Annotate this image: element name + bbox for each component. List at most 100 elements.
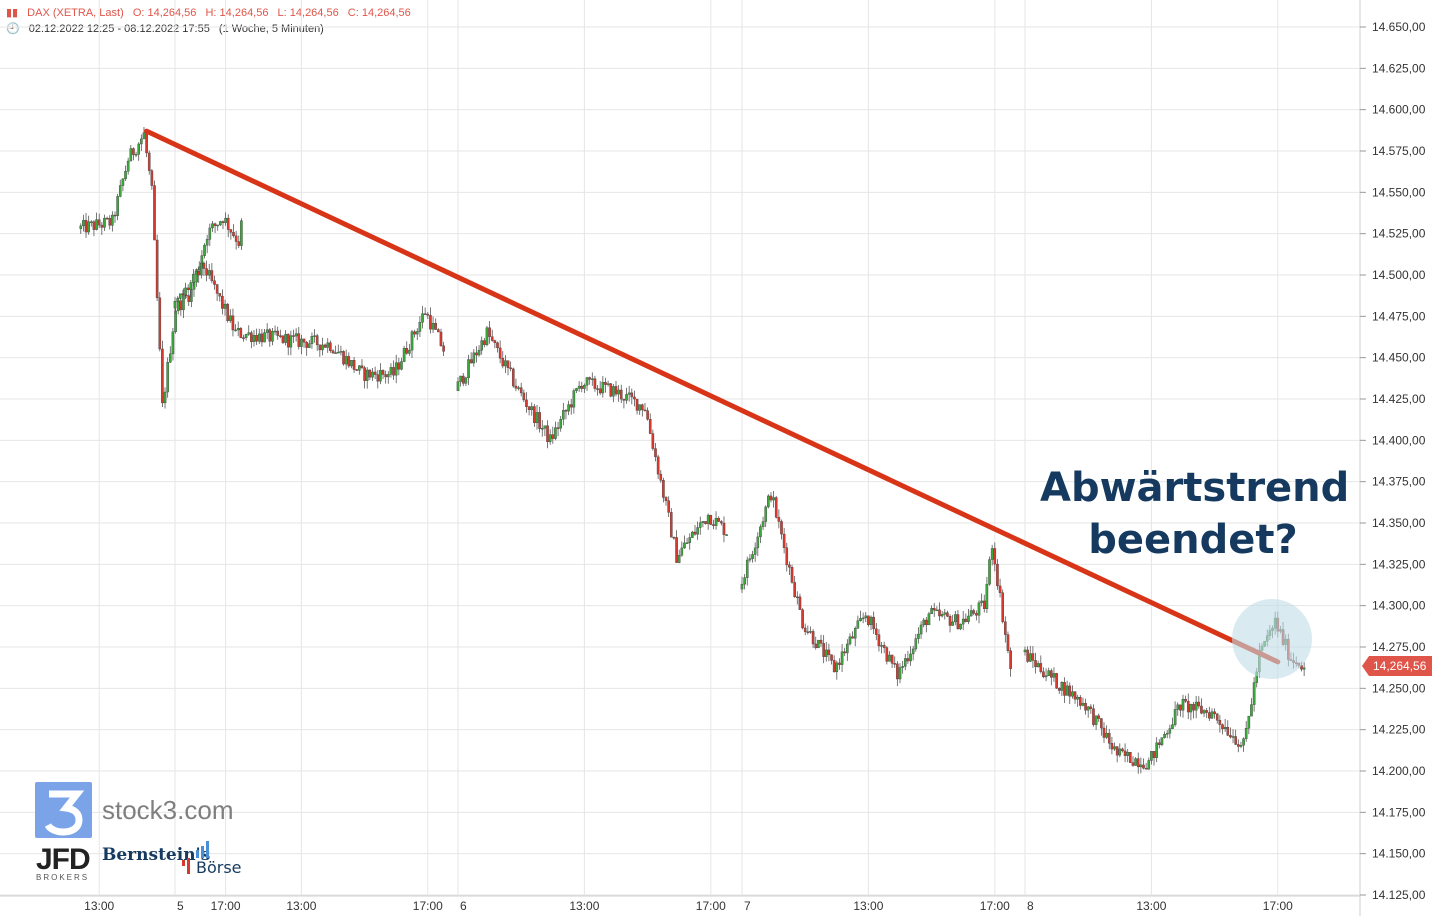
candle-body <box>286 333 290 348</box>
trendline <box>144 128 1281 665</box>
candle-body <box>423 313 427 315</box>
candle-body <box>604 382 607 385</box>
candle-body <box>145 132 148 154</box>
candle-body <box>888 654 891 662</box>
candle-body <box>1142 764 1145 769</box>
candle-body <box>97 219 101 226</box>
candle-body <box>132 148 135 155</box>
candle-body <box>100 224 104 228</box>
candle-body <box>326 342 330 348</box>
candle-body <box>387 374 390 378</box>
x-tick-label: 13:00 <box>569 899 599 913</box>
annotation-text: Abwärtstrend beendet? <box>1040 462 1350 566</box>
candle-body <box>1055 673 1058 689</box>
candle-body <box>1026 649 1029 662</box>
candle-body <box>704 521 707 525</box>
candle-body <box>415 331 419 335</box>
candle-body <box>1034 660 1037 668</box>
candle-body <box>651 433 655 449</box>
clock-icon: 🕘 <box>6 23 20 35</box>
candle-body <box>935 609 939 612</box>
candle-body <box>1184 698 1187 702</box>
x-tick-label: 13:00 <box>1136 899 1166 913</box>
candle-body <box>1168 728 1172 734</box>
candle-body <box>147 152 151 171</box>
candle-body <box>464 377 468 384</box>
candle-body <box>911 648 915 655</box>
candle-body <box>946 612 949 617</box>
candle-body <box>158 297 162 350</box>
candle-body <box>712 524 715 526</box>
x-tick-label: 6 <box>460 899 467 913</box>
candle-body <box>242 337 245 339</box>
candle-body <box>788 564 791 568</box>
candle-body <box>951 621 954 626</box>
candle-body <box>213 280 216 285</box>
candle-body <box>329 342 332 351</box>
candle-body <box>898 667 902 680</box>
y-tick-label: 14.175,00 <box>1372 805 1426 819</box>
candle-body <box>1239 745 1243 747</box>
candle-body <box>1126 752 1129 756</box>
candle-body <box>111 214 114 226</box>
candle-body <box>1023 649 1027 653</box>
candle-body <box>231 315 235 331</box>
candle-body <box>318 344 322 351</box>
candle-body <box>922 619 925 626</box>
candle-body <box>163 391 167 404</box>
y-tick-label: 14.400,00 <box>1372 433 1426 447</box>
candle-body <box>1131 762 1135 766</box>
candle-body <box>648 419 652 434</box>
open-value: O: 14,264,56 <box>132 7 197 19</box>
candle-body <box>801 609 804 629</box>
candle-body <box>1063 682 1066 696</box>
candle-body <box>1226 726 1230 736</box>
candle-body <box>498 347 502 359</box>
candle-body <box>467 359 470 379</box>
candle-body <box>1078 696 1082 706</box>
candle-body <box>223 303 227 309</box>
candle-body <box>832 660 836 673</box>
x-tick-label: 5 <box>177 899 184 913</box>
date-range: 02.12.2022 12:25 - 08.12.2022 17:55 <box>28 23 210 35</box>
candle-body <box>851 636 854 639</box>
candle-body <box>305 342 308 348</box>
candle-body <box>691 531 694 538</box>
candle-body <box>803 627 807 632</box>
candle-body <box>772 497 775 501</box>
close-value: C: 14,264,56 <box>347 7 411 19</box>
candle-body <box>315 335 319 346</box>
candle-body <box>562 410 565 420</box>
candle-body <box>856 620 860 629</box>
candle-body <box>336 351 340 354</box>
candle-body <box>706 514 710 525</box>
candle-body <box>192 273 195 283</box>
borse-logo: Börse <box>196 858 242 877</box>
candle-body <box>1194 701 1198 711</box>
candle-body <box>126 160 130 172</box>
candle-body <box>1004 621 1007 635</box>
candle-body <box>108 218 112 226</box>
candle-body <box>1039 663 1043 672</box>
candle-body <box>533 406 536 424</box>
candle-body <box>472 352 476 364</box>
candle-body <box>194 271 198 275</box>
candle-body <box>567 404 570 412</box>
y-tick-label: 14.200,00 <box>1372 764 1426 778</box>
high-value: H: 14,264,56 <box>205 7 269 19</box>
candle-body <box>506 360 510 369</box>
x-tick-label: 13:00 <box>286 899 316 913</box>
candle-body <box>759 526 762 538</box>
candle-body <box>373 371 377 375</box>
candle-body <box>745 559 749 578</box>
candle-body <box>954 614 957 623</box>
bernstein-bars-icon <box>196 841 209 858</box>
annotation-line1: Abwärtstrend <box>1040 465 1350 511</box>
candle-body <box>782 533 786 548</box>
candle-body <box>260 333 264 343</box>
candle-body <box>927 613 931 626</box>
candle-body <box>368 369 372 378</box>
candle-body <box>872 616 875 630</box>
candle-body <box>413 331 416 335</box>
